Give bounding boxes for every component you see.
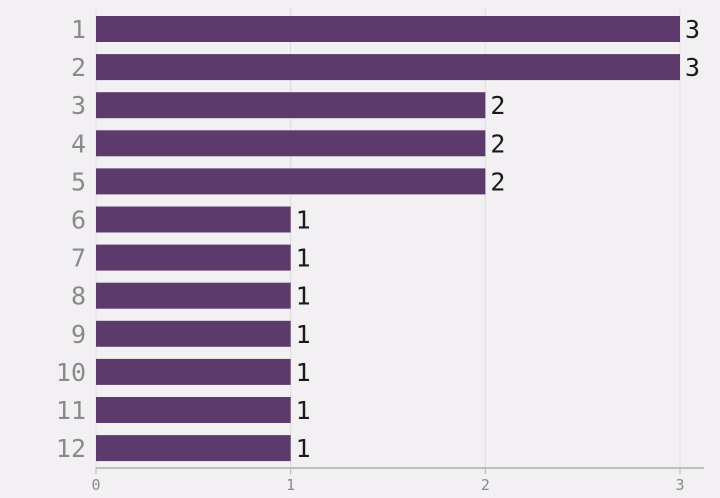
category-label: 9: [71, 320, 86, 349]
grid-lines: [95, 8, 681, 468]
bar: [96, 130, 486, 157]
bar: [96, 54, 680, 81]
category-label: 2: [71, 53, 86, 82]
bar: [96, 206, 291, 233]
value-label: 1: [296, 282, 311, 311]
value-labels: 3 3 2 2 2 1 1 1 1 1 1 1: [296, 15, 700, 463]
category-label: 7: [71, 244, 86, 273]
value-label: 3: [685, 15, 700, 44]
category-label: 1: [71, 15, 86, 44]
value-label: 1: [296, 396, 311, 425]
category-label: 11: [56, 396, 86, 425]
value-label: 1: [296, 358, 311, 387]
category-label: 12: [56, 434, 86, 463]
bars: [96, 16, 680, 462]
value-label: 2: [490, 91, 505, 120]
tick-label: 1: [286, 476, 295, 494]
bar: [96, 435, 291, 462]
value-label: 1: [296, 244, 311, 273]
category-label: 8: [71, 282, 86, 311]
bar: [96, 92, 486, 119]
value-label: 1: [296, 320, 311, 349]
tick-label: 0: [91, 476, 100, 494]
bar: [96, 397, 291, 423]
bar: [96, 358, 291, 385]
tick-label: 2: [481, 476, 490, 494]
bar: [96, 282, 291, 309]
value-label: 1: [296, 434, 311, 463]
value-label: 2: [490, 129, 505, 158]
category-label: 6: [71, 206, 86, 235]
value-label: 2: [490, 167, 505, 196]
value-label: 1: [296, 206, 311, 235]
bar: [96, 16, 680, 42]
category-label: 4: [71, 129, 86, 158]
category-label: 5: [71, 167, 86, 196]
tick-label: 3: [675, 476, 684, 494]
category-label: 3: [71, 91, 86, 120]
bar: [96, 168, 486, 195]
bar: [96, 320, 291, 347]
x-axis-ticks: 0 1 2 3: [91, 468, 685, 494]
category-label: 10: [56, 358, 86, 387]
value-label: 3: [685, 53, 700, 82]
bar: [96, 244, 291, 271]
